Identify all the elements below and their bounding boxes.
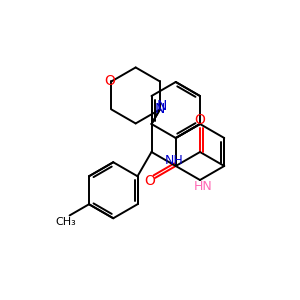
Text: HN: HN <box>194 179 212 193</box>
Text: O: O <box>195 113 206 127</box>
Text: N: N <box>157 100 167 113</box>
Text: O: O <box>104 74 115 88</box>
Text: N: N <box>155 103 165 116</box>
Text: CH₃: CH₃ <box>55 218 76 227</box>
Text: NH: NH <box>164 154 183 167</box>
Text: O: O <box>144 174 155 188</box>
